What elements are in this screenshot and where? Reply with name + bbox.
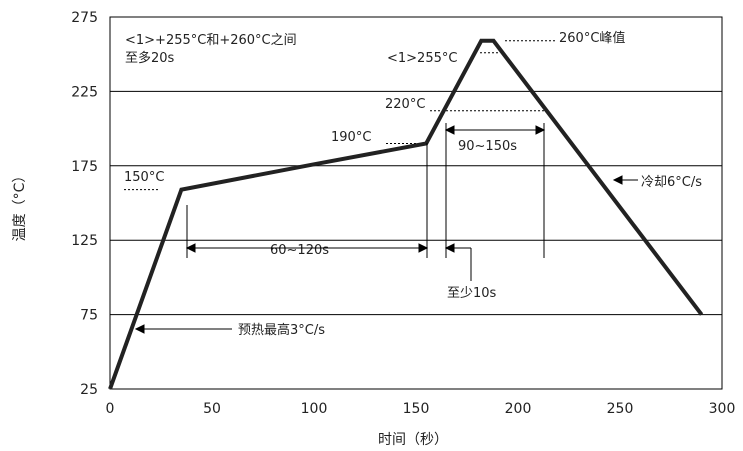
t255-label: <1>255°C (387, 51, 457, 66)
x-tick-label-5: 250 (607, 401, 634, 417)
y-tick-label-1: 75 (80, 308, 98, 324)
t190-label: 190°C (331, 130, 371, 145)
x-tick-label-0: 0 (106, 401, 115, 417)
span-90-150-arrow-left (444, 125, 455, 135)
y-axis-label: 温度（°C） (12, 169, 28, 242)
span-60-120-arrow-right (418, 243, 429, 253)
x-tick-label-6: 300 (709, 401, 736, 417)
preheat-label: 预热最高3°C/s (238, 322, 325, 338)
span-90-150-arrow-right (535, 125, 546, 135)
series-line-0 (108, 38, 704, 390)
t150-label: 150°C (124, 170, 164, 185)
cooling-arrow-head (612, 175, 623, 185)
min10-label: 至少10s (447, 286, 497, 301)
t220-label: 220°C (385, 97, 425, 112)
series-group (108, 38, 704, 390)
y-tick-label-4: 225 (71, 84, 98, 100)
x-tick-label-3: 150 (403, 401, 430, 417)
x-tick-label-2: 100 (301, 401, 328, 417)
y-tick-labels: 25 75 125 175 225 275 (71, 10, 98, 398)
cooling-label: 冷却6°C/s (641, 175, 702, 190)
x-tick-label-4: 200 (505, 401, 532, 417)
span-60-120-label: 60~120s (270, 243, 329, 258)
y-tick-label-2: 125 (71, 233, 98, 249)
plot-area (109, 16, 723, 390)
x-axis-label: 时间（秒） (378, 432, 448, 448)
y-tick-label-0: 25 (80, 382, 98, 398)
min10-arrow-head (444, 243, 455, 253)
span-90-150-label: 90~150s (458, 139, 517, 154)
annotation-arrows (134, 123, 638, 334)
span-60-120-arrow-left (185, 243, 196, 253)
preheat-arrow-head (134, 324, 145, 334)
y-tick-label-3: 175 (71, 159, 98, 175)
note-line-1: <1>+255°C和+260°C之间 (125, 33, 297, 48)
x-tick-label-1: 50 (203, 401, 221, 417)
y-tick-label-5: 275 (71, 10, 98, 26)
note-line-2: 至多20s (125, 50, 175, 66)
grid-lines (110, 90, 722, 316)
x-tick-labels: 0 50 100 150 200 250 300 (106, 401, 736, 417)
peak-label: 260°C峰值 (559, 30, 625, 46)
